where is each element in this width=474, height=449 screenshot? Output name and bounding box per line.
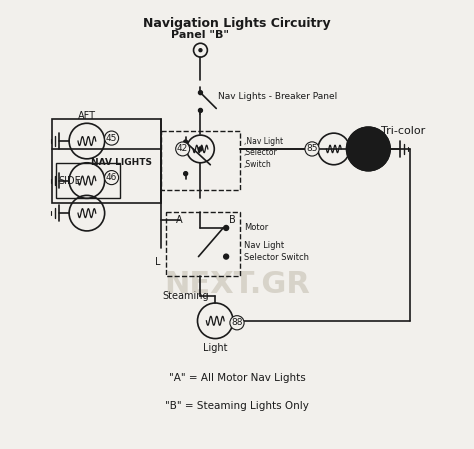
Text: B: B [228,215,236,225]
Text: Panel "B": Panel "B" [172,31,229,40]
Text: Steaming: Steaming [162,291,209,301]
Text: ,Nav Light: ,Nav Light [244,136,283,145]
Circle shape [183,140,188,144]
Text: AFT: AFT [78,111,96,121]
Bar [52,119,161,203]
Circle shape [224,254,228,259]
Text: NEXT.GR: NEXT.GR [164,270,310,299]
Circle shape [199,91,202,95]
Text: Motor: Motor [244,224,268,233]
Bar [56,163,120,198]
Bar [161,131,240,190]
Text: Light: Light [203,343,228,353]
Text: 45: 45 [106,134,117,143]
Text: NAV LIGHTS: NAV LIGHTS [91,158,152,167]
Text: Nav Light: Nav Light [244,241,284,250]
Text: Selector Switch: Selector Switch [244,253,309,262]
Circle shape [183,172,188,176]
Text: 88: 88 [231,318,243,327]
Text: Navigation Lights Circuitry: Navigation Lights Circuitry [143,17,331,30]
Text: SIDE: SIDE [58,176,81,185]
Circle shape [199,48,202,52]
Text: L: L [155,256,161,267]
Text: 46: 46 [106,173,117,182]
Text: A: A [176,215,183,225]
Text: 85: 85 [306,145,318,154]
Circle shape [224,225,228,230]
Circle shape [199,109,202,112]
Text: Nav Lights - Breaker Panel: Nav Lights - Breaker Panel [218,92,337,101]
Circle shape [199,147,202,151]
Text: ,Switch: ,Switch [244,160,272,169]
Circle shape [346,127,390,171]
Text: "B" = Steaming Lights Only: "B" = Steaming Lights Only [165,401,309,411]
Text: Tri-color: Tri-color [381,126,425,136]
Bar [166,212,240,276]
Text: ,Selector: ,Selector [244,149,278,158]
Text: "A" = All Motor Nav Lights: "A" = All Motor Nav Lights [169,373,305,383]
Text: 42: 42 [177,145,188,154]
